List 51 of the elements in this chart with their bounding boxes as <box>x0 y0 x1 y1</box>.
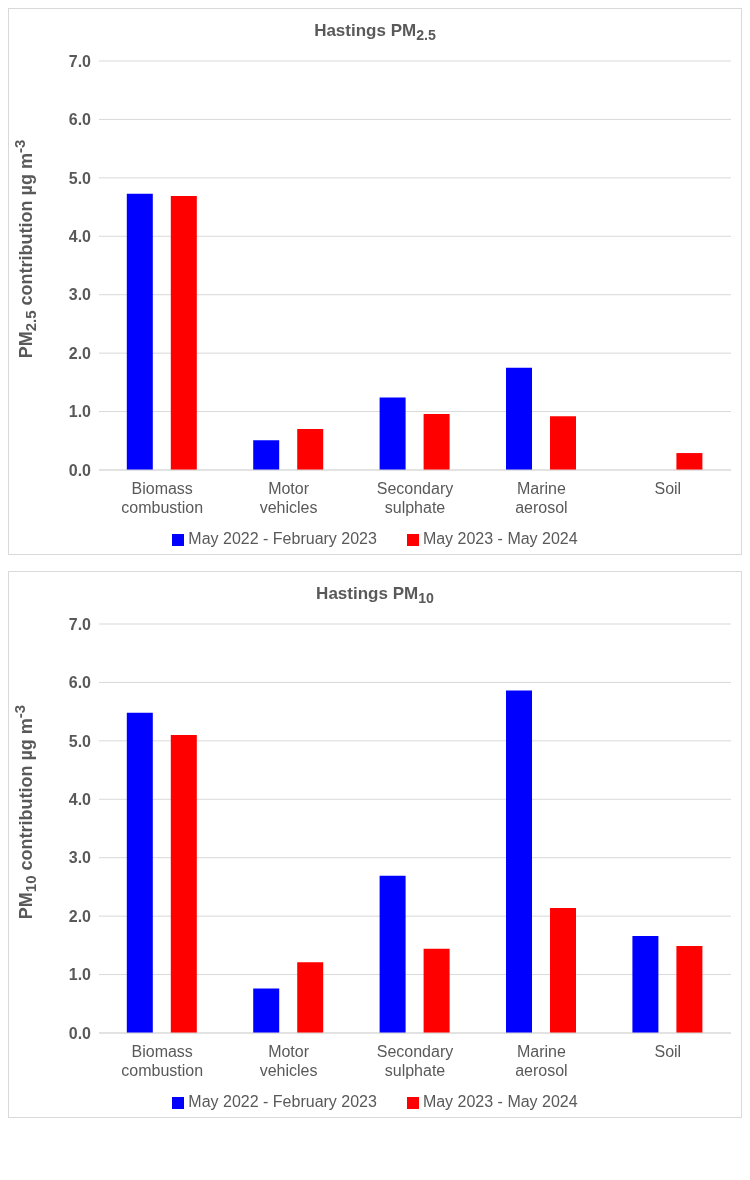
y-tick-label: 3.0 <box>68 849 92 867</box>
bar <box>170 735 197 1033</box>
x-tick-label: Soil <box>654 1043 682 1060</box>
bar <box>126 712 153 1033</box>
y-tick-label: 2.0 <box>68 344 92 362</box>
y-tick-label: 7.0 <box>68 52 92 70</box>
x-tick-label: Soil <box>654 480 682 497</box>
bar <box>632 936 659 1033</box>
y-tick-label: 0.0 <box>68 461 92 479</box>
y-tick-label: 7.0 <box>68 615 92 633</box>
y-tick-label: 1.0 <box>68 966 92 984</box>
y-tick-label: 2.0 <box>68 907 92 925</box>
y-tick-label: 1.0 <box>68 403 92 421</box>
y-tick-label: 0.0 <box>68 1024 92 1042</box>
bar <box>297 962 324 1033</box>
x-tick-label: Motor vehicles <box>259 1043 318 1079</box>
x-tick-label: Secondary sulphate <box>376 1043 454 1079</box>
x-tick-label: Motor vehicles <box>259 480 318 516</box>
bar <box>253 440 280 470</box>
x-tick-label: Biomass combustion <box>121 1043 204 1079</box>
bar <box>126 193 153 470</box>
bar <box>550 416 577 470</box>
x-tick-label: Biomass combustion <box>121 480 204 516</box>
y-tick-label: 3.0 <box>68 286 92 304</box>
bar <box>423 948 450 1033</box>
y-tick-label: 5.0 <box>68 732 92 750</box>
bar <box>676 945 703 1033</box>
bar <box>550 907 577 1033</box>
bar <box>379 397 406 470</box>
legend-label: May 2022 - February 2023 <box>188 1093 377 1110</box>
chart-title: Hastings PM$_{10}$ <box>315 583 435 609</box>
bar <box>379 875 406 1033</box>
legend-label: May 2023 - May 2024 <box>422 1093 578 1110</box>
bar <box>506 690 533 1033</box>
legend-label: May 2022 - February 2023 <box>188 530 377 547</box>
y-tick-label: 6.0 <box>68 111 92 129</box>
legend-label: May 2023 - May 2024 <box>422 530 578 547</box>
chart-title: Hastings PM$_{2.5}$ <box>313 20 437 46</box>
bar <box>297 429 324 470</box>
bar <box>170 195 197 470</box>
bar <box>506 367 533 470</box>
bar <box>253 988 280 1033</box>
y-tick-label: 4.0 <box>68 790 92 808</box>
x-tick-label: Marine aerosol <box>515 1043 568 1079</box>
y-tick-label: 6.0 <box>68 674 92 692</box>
y-tick-label: 5.0 <box>68 169 92 187</box>
x-tick-label: Secondary sulphate <box>376 480 454 516</box>
y-tick-label: 4.0 <box>68 227 92 245</box>
bar <box>423 413 450 470</box>
bar <box>676 453 703 470</box>
x-tick-label: Marine aerosol <box>515 480 568 516</box>
